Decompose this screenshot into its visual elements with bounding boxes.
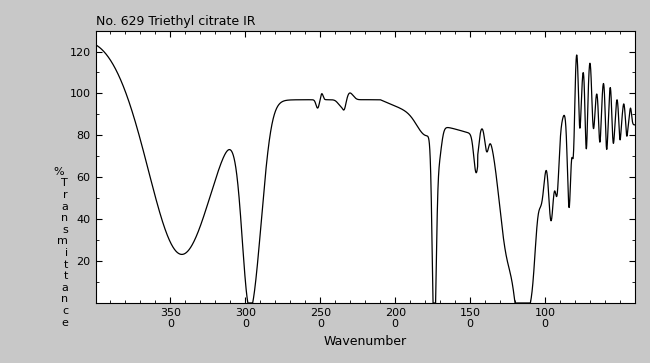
X-axis label: Wavenumber: Wavenumber	[324, 335, 407, 348]
Text: No. 629 Triethyl citrate IR: No. 629 Triethyl citrate IR	[96, 15, 255, 28]
Y-axis label: % 
T
r
a
n
s
m
i
t
t
a
n
c
e: % T r a n s m i t t a n c e	[54, 167, 68, 327]
